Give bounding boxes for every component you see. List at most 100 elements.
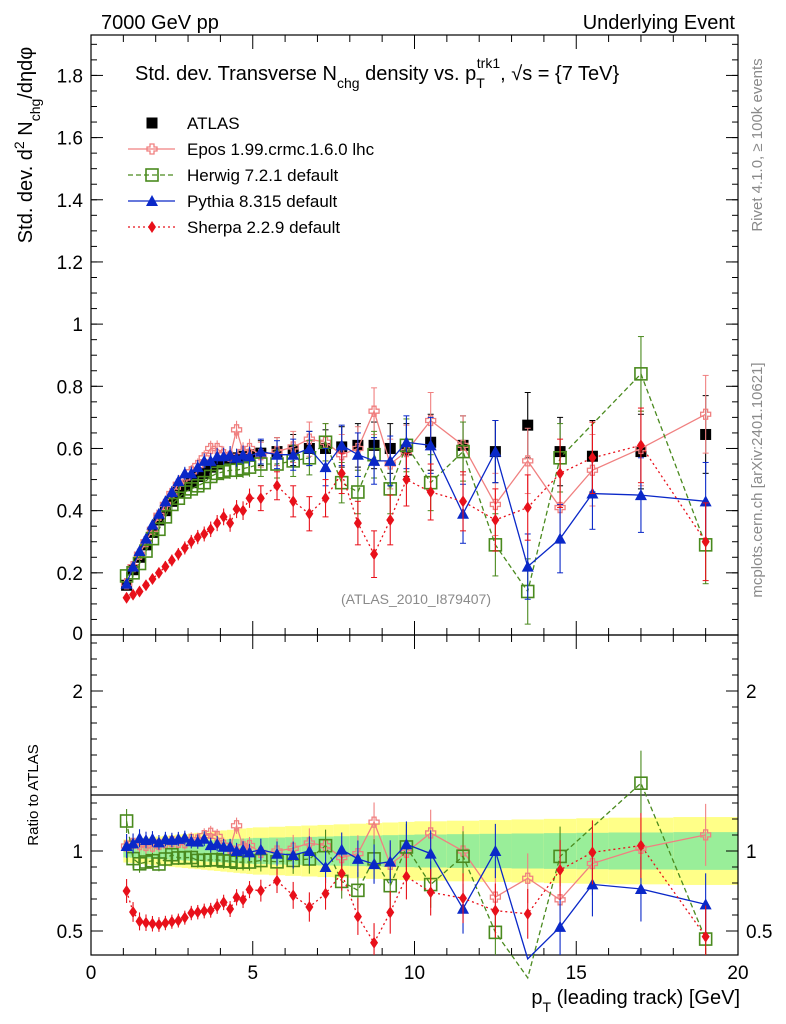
- data-point: [254, 445, 267, 457]
- data-point: [384, 454, 397, 466]
- data-point: [491, 513, 500, 526]
- y-axis-label: Std. dev. d2 Nchg/dηdφ: [11, 47, 43, 243]
- ratio-point: [243, 846, 256, 858]
- ratio-point: [321, 887, 330, 900]
- data-point: [206, 523, 215, 536]
- ratio-point: [146, 832, 159, 844]
- data-point: [127, 560, 140, 572]
- header-left: 7000 GeV pp: [101, 12, 219, 34]
- data-point: [700, 408, 712, 420]
- data-point: [425, 414, 437, 427]
- ratio-point: [239, 893, 248, 906]
- data-point: [139, 532, 152, 544]
- header-right: Underlying Event: [583, 12, 736, 34]
- data-point: [245, 492, 254, 505]
- ratio-point: [368, 816, 380, 828]
- legend-label: Epos 1.99.crmc.1.6.0 lhc: [187, 140, 375, 159]
- ratio-point: [198, 832, 211, 844]
- data-point: [200, 527, 209, 540]
- data-point: [122, 591, 131, 604]
- ratio-point: [588, 846, 597, 859]
- data-point: [489, 498, 502, 511]
- ratio-point: [289, 889, 298, 902]
- ratio-y-tick-label: 2: [72, 682, 83, 703]
- legend-marker: [146, 143, 158, 155]
- data-point: [319, 461, 332, 473]
- data-point: [459, 495, 468, 508]
- x-tick-label: 15: [566, 963, 587, 984]
- data-point: [699, 495, 712, 507]
- data-point: [230, 424, 243, 436]
- y-tick-label: 0.2: [57, 564, 83, 585]
- ratio-point: [191, 835, 204, 847]
- ratio-point: [634, 776, 648, 791]
- rivet-label: Rivet 4.1.0, ≥ 100k events: [749, 58, 766, 231]
- data-point: [204, 454, 217, 466]
- ratio-point: [489, 891, 502, 903]
- ratio-point: [230, 820, 243, 832]
- ratio-point: [154, 918, 163, 931]
- data-point: [213, 517, 222, 530]
- data-point: [159, 495, 172, 507]
- data-point: [289, 495, 298, 508]
- ratio-point: [586, 857, 599, 870]
- legend-marker: [148, 221, 156, 233]
- ratio-point: [386, 906, 395, 919]
- data-point: [351, 485, 365, 499]
- ratio-point: [200, 905, 209, 917]
- y-tick-label: 1.4: [57, 191, 84, 212]
- reference-tag: (ATLAS_2010_I879407): [341, 591, 491, 607]
- data-point: [135, 585, 144, 598]
- data-point: [180, 541, 189, 554]
- mcplots-label: mcplots.cern.ch [arXiv:2401.10621]: [749, 362, 766, 597]
- y-tick-label: 1.2: [57, 253, 83, 274]
- ratio-point: [636, 839, 645, 852]
- ratio-point: [402, 870, 411, 883]
- data-point: [636, 439, 645, 452]
- data-point: [521, 560, 534, 572]
- ratio-point: [245, 883, 254, 896]
- ratio-point: [351, 852, 364, 864]
- data-point: [386, 513, 395, 526]
- ratio-point: [368, 858, 381, 870]
- ratio-point: [556, 863, 565, 876]
- ratio-y-tick-label: 1: [72, 842, 83, 863]
- ratio-point: [489, 845, 502, 856]
- ratio-point: [523, 907, 532, 920]
- data-point: [187, 535, 196, 548]
- ratio-point: [303, 837, 316, 849]
- ratio-point: [554, 920, 567, 932]
- data-point: [161, 560, 170, 573]
- data-point: [457, 439, 469, 452]
- x-axis-label: pT (leading track) [GeV]: [531, 987, 740, 1015]
- ratio-point: [206, 904, 215, 917]
- ratio-point: [141, 916, 150, 929]
- data-point: [305, 507, 314, 520]
- data-point: [351, 448, 364, 460]
- series-2: [119, 336, 713, 625]
- legend-label: Sherpa 2.2.9 default: [187, 218, 340, 237]
- ratio-point: [491, 904, 500, 917]
- ratio-point: [426, 886, 435, 899]
- ratio-point: [337, 867, 346, 880]
- ratio-y-tick-label: 0.5: [57, 922, 83, 943]
- data-point: [588, 451, 597, 464]
- data-point: [400, 436, 413, 448]
- data-point: [219, 510, 228, 523]
- y-tick-label: 1.8: [57, 66, 83, 87]
- plot-title: Std. dev. Transverse Nchg density vs. pT…: [135, 55, 619, 91]
- data-point: [522, 419, 534, 431]
- ratio-point: [425, 827, 437, 839]
- ratio-point: [335, 843, 348, 855]
- ratio-point: [456, 849, 470, 864]
- ratio-y-tick-label: 1: [746, 842, 757, 863]
- data-point: [172, 475, 185, 487]
- ratio-point: [287, 849, 300, 861]
- data-point: [226, 517, 235, 530]
- ratio-point: [174, 914, 183, 927]
- data-point: [554, 501, 566, 514]
- ratio-point: [180, 911, 189, 924]
- data-point: [167, 554, 176, 567]
- ratio-point: [193, 906, 202, 919]
